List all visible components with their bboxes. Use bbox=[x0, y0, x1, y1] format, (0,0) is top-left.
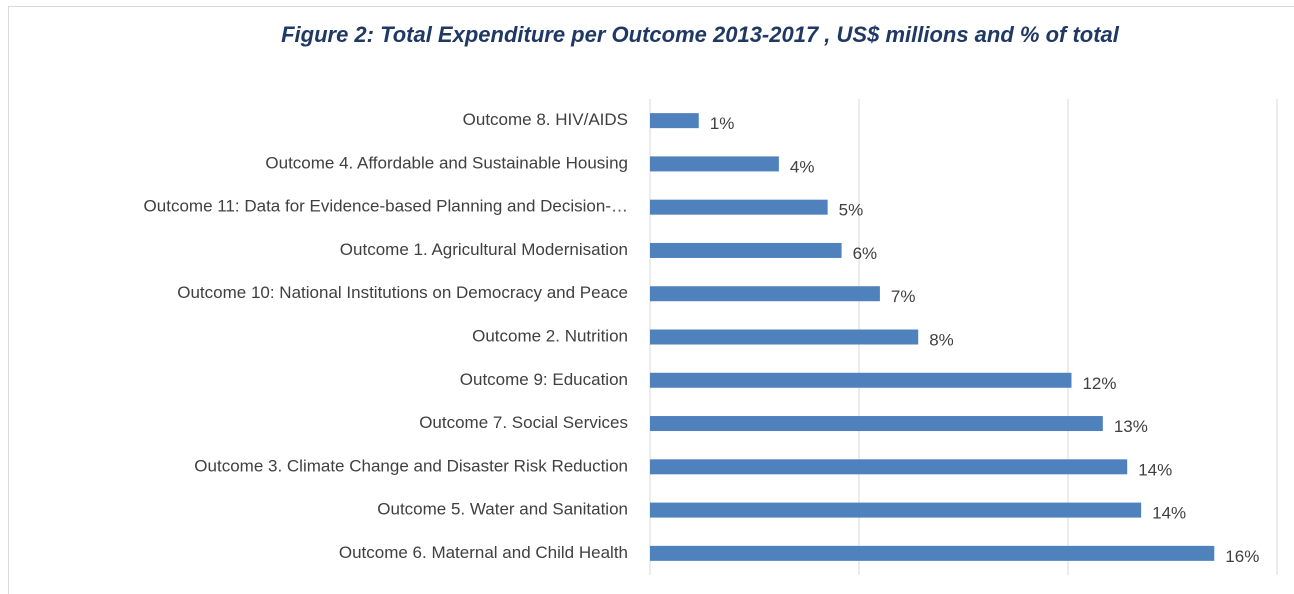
bar bbox=[650, 286, 880, 302]
chart-title: Figure 2: Total Expenditure per Outcome … bbox=[281, 22, 1120, 47]
bar bbox=[650, 199, 828, 215]
chart-frame bbox=[8, 6, 1294, 594]
data-label: 13% bbox=[1114, 417, 1148, 436]
y-tick-label: Outcome 2. Nutrition bbox=[472, 326, 628, 345]
data-label: 16% bbox=[1225, 547, 1259, 566]
bar bbox=[650, 545, 1215, 561]
data-label: 1% bbox=[710, 114, 735, 133]
y-tick-label: Outcome 11: Data for Evidence-based Plan… bbox=[144, 197, 628, 216]
y-tick-label: Outcome 7. Social Services bbox=[419, 413, 628, 432]
bar bbox=[650, 156, 779, 172]
y-tick-label: Outcome 9: Education bbox=[460, 370, 628, 389]
bar bbox=[650, 329, 919, 345]
data-label: 12% bbox=[1082, 374, 1116, 393]
data-label: 6% bbox=[853, 244, 878, 263]
y-tick-label: Outcome 10: National Institutions on Dem… bbox=[177, 283, 628, 302]
bar bbox=[650, 502, 1142, 518]
bar bbox=[650, 113, 699, 129]
bar bbox=[650, 459, 1128, 475]
y-tick-label: Outcome 1. Agricultural Modernisation bbox=[340, 240, 628, 259]
data-label: 8% bbox=[929, 330, 954, 349]
y-tick-label: Outcome 3. Climate Change and Disaster R… bbox=[194, 456, 628, 475]
data-label: 7% bbox=[891, 287, 916, 306]
y-tick-label: Outcome 4. Affordable and Sustainable Ho… bbox=[265, 153, 628, 172]
bar bbox=[650, 416, 1103, 432]
bar bbox=[650, 242, 842, 258]
y-tick-label: Outcome 8. HIV/AIDS bbox=[463, 110, 628, 129]
data-label: 14% bbox=[1152, 504, 1186, 523]
y-tick-label: Outcome 6. Maternal and Child Health bbox=[339, 543, 628, 562]
y-tick-label: Outcome 5. Water and Sanitation bbox=[377, 500, 628, 519]
bar bbox=[650, 372, 1072, 388]
data-label: 4% bbox=[790, 157, 815, 176]
data-label: 14% bbox=[1138, 460, 1172, 479]
data-label: 5% bbox=[839, 201, 864, 220]
